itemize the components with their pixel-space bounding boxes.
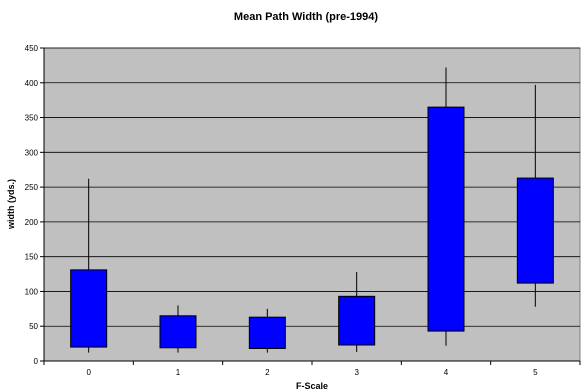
x-tick-label-1: 1 — [176, 368, 181, 377]
box-0 — [70, 269, 108, 348]
y-tick-label-450: 450 — [25, 44, 39, 53]
box-1 — [159, 315, 197, 349]
box-3 — [338, 295, 376, 346]
y-tick-label-200: 200 — [25, 218, 39, 227]
y-tick-label-150: 150 — [25, 253, 39, 262]
box-5 — [516, 177, 554, 284]
y-tick-label-350: 350 — [25, 114, 39, 123]
box-category-5 — [516, 84, 554, 307]
box-series — [70, 67, 554, 353]
box-category-4 — [427, 67, 465, 346]
y-tick-label-0: 0 — [34, 357, 39, 366]
y-axis-ticks: 0 50 100 150 200 250 300 350 400 450 — [25, 44, 44, 366]
y-tick-label-300: 300 — [25, 148, 39, 157]
y-tick-label-50: 50 — [29, 322, 38, 331]
box-category-3 — [338, 271, 376, 352]
y-tick-label-250: 250 — [25, 183, 39, 192]
chart-title: Mean Path Width (pre-1994) — [234, 11, 378, 23]
box-4 — [427, 106, 465, 332]
box-2 — [248, 316, 286, 349]
x-tick-label-5: 5 — [533, 368, 538, 377]
plot-area — [43, 47, 581, 362]
y-tick-label-400: 400 — [25, 79, 39, 88]
x-tick-label-2: 2 — [265, 368, 270, 377]
y-axis-label: width (yds.) — [6, 179, 16, 230]
x-axis-label: F-Scale — [296, 381, 328, 391]
box-category-0 — [70, 178, 108, 353]
box-category-2 — [248, 308, 286, 353]
x-tick-label-0: 0 — [86, 368, 91, 377]
x-tick-label-4: 4 — [444, 368, 449, 377]
gridlines — [44, 47, 580, 327]
x-axis-ticks: 0 1 2 3 4 5 — [43, 361, 581, 377]
box-category-1 — [159, 305, 197, 353]
y-tick-label-100: 100 — [25, 287, 39, 296]
x-tick-label-3: 3 — [354, 368, 359, 377]
